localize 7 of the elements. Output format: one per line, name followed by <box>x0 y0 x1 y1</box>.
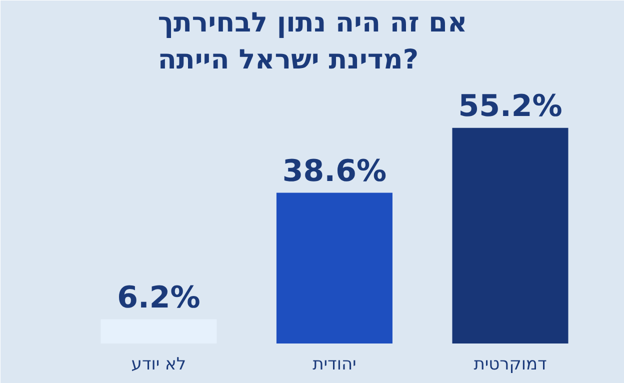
x-tick-label: לא יודע <box>131 354 186 374</box>
data-label: 6.2% <box>117 280 200 316</box>
data-label: 38.6% <box>282 154 387 189</box>
chart-title: אם זה היה נתון לבחירתך מדינת ישראל הייתה? <box>158 7 468 76</box>
data-label: 55.2% <box>458 88 562 124</box>
x-tick-label: דמוקרטית <box>474 354 547 374</box>
x-tick-label: יהודית <box>312 354 356 374</box>
